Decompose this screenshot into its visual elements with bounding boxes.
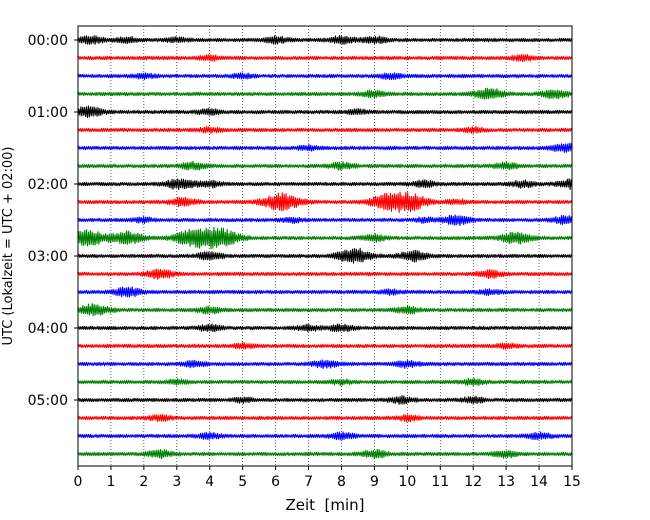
vertical-grid: [110, 26, 540, 466]
x-axis-title: Zeit [min]: [285, 496, 364, 514]
x-tick-label: 10: [398, 474, 416, 490]
x-tick-label: 4: [205, 474, 214, 490]
y-tick-label: 05:00: [28, 393, 68, 409]
trace-0415: [77, 342, 573, 350]
trace-0115: [77, 126, 573, 134]
seismic-traces: [77, 35, 573, 460]
x-axis-ticks: 0 1 2 3 4 5 6 7 8 9 10 11 12 13 14 15: [74, 466, 581, 490]
x-tick-label: 15: [563, 474, 581, 490]
plot-frame: [77, 25, 573, 467]
trace-0500: [77, 395, 573, 405]
x-tick-label: 6: [271, 474, 280, 490]
y-tick-label: 03:00: [28, 249, 68, 265]
trace-0315: [77, 268, 573, 281]
trace-0545: [77, 448, 573, 460]
trace-0330: [77, 286, 573, 298]
x-tick-label: 8: [337, 474, 346, 490]
trace-0200: [77, 178, 573, 191]
trace-0230: [77, 214, 573, 227]
trace-0515: [77, 413, 573, 423]
trace-0130: [77, 142, 573, 153]
y-axis-ticks: 00:00 01:00 02:00 03:00 04:00 05:00: [28, 33, 78, 409]
x-tick-label: 14: [530, 474, 548, 490]
trace-0345: [77, 302, 573, 317]
y-tick-label: 00:00: [28, 33, 68, 49]
trace-0400: [77, 323, 573, 333]
x-tick-label: 12: [464, 474, 482, 490]
x-tick-label: 3: [172, 474, 181, 490]
trace-0445: [77, 377, 573, 387]
trace-0215: [77, 191, 573, 213]
x-tick-label: 2: [139, 474, 148, 490]
x-tick-label: 5: [238, 474, 247, 490]
y-tick-label: 04:00: [28, 321, 68, 337]
x-tick-label: 11: [431, 474, 449, 490]
y-tick-label: 02:00: [28, 177, 68, 193]
trace-0045: [77, 87, 573, 100]
trace-0430: [77, 359, 573, 370]
x-tick-label: 0: [74, 474, 83, 490]
x-tick-label: 1: [106, 474, 115, 490]
y-tick-label: 01:00: [28, 105, 68, 121]
trace-0100: [77, 105, 573, 119]
trace-0030: [77, 72, 573, 81]
x-tick-label: 9: [370, 474, 379, 490]
trace-0000: [77, 35, 573, 45]
trace-0530: [77, 431, 573, 441]
trace-0145: [77, 160, 573, 171]
trace-0245: [77, 226, 573, 250]
x-tick-label: 13: [497, 474, 515, 490]
y-axis-title: UTC (Lokalzeit = UTC + 02:00): [1, 147, 16, 346]
trace-0015: [77, 54, 573, 63]
trace-0300: [77, 247, 573, 264]
x-tick-label: 7: [304, 474, 313, 490]
